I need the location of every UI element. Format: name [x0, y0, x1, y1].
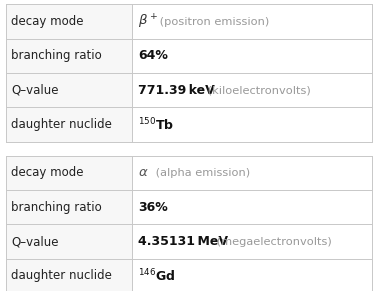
Bar: [132, 107, 372, 142]
Text: daughter nuclide: daughter nuclide: [11, 118, 112, 131]
Text: Q–value: Q–value: [11, 84, 59, 97]
Text: 64%: 64%: [138, 49, 168, 62]
Text: branching ratio: branching ratio: [11, 49, 102, 62]
Bar: [132, 73, 372, 107]
Bar: [6, 73, 132, 107]
Text: $\beta^+$: $\beta^+$: [138, 13, 158, 31]
Bar: [6, 4, 132, 39]
Text: 36%: 36%: [138, 201, 167, 214]
Bar: [132, 190, 372, 224]
Text: $^{150}$Tb: $^{150}$Tb: [138, 116, 174, 133]
Text: (positron emission): (positron emission): [156, 17, 269, 26]
Bar: [6, 39, 132, 73]
Text: (alpha emission): (alpha emission): [152, 168, 250, 178]
Bar: [6, 259, 132, 291]
Bar: [6, 107, 132, 142]
Bar: [6, 190, 132, 224]
Bar: [132, 156, 372, 190]
Bar: [6, 156, 132, 190]
Bar: [132, 4, 372, 39]
Text: decay mode: decay mode: [11, 15, 84, 28]
Text: $\alpha$: $\alpha$: [138, 166, 149, 179]
Bar: [132, 224, 372, 259]
Text: daughter nuclide: daughter nuclide: [11, 269, 112, 282]
Text: decay mode: decay mode: [11, 166, 84, 179]
Text: Q–value: Q–value: [11, 235, 59, 248]
Text: branching ratio: branching ratio: [11, 201, 102, 214]
Text: 4.35131 MeV: 4.35131 MeV: [138, 235, 228, 248]
Bar: [132, 259, 372, 291]
Text: (kiloelectronvolts): (kiloelectronvolts): [204, 85, 311, 95]
Bar: [132, 39, 372, 73]
Text: (megaelectronvolts): (megaelectronvolts): [213, 237, 332, 246]
Text: 771.39 keV: 771.39 keV: [138, 84, 215, 97]
Text: $^{146}$Gd: $^{146}$Gd: [138, 267, 175, 284]
Bar: [6, 224, 132, 259]
